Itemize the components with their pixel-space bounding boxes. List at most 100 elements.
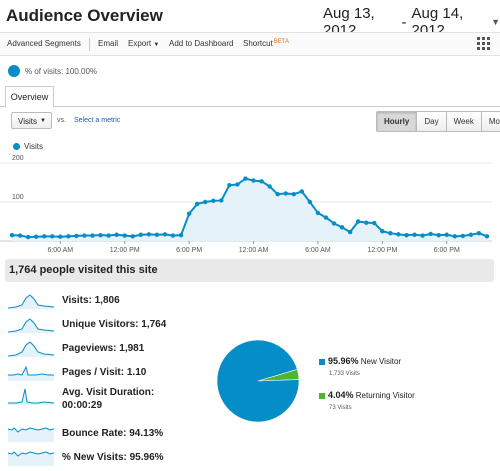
- data-point[interactable]: [476, 231, 482, 236]
- data-point[interactable]: [420, 233, 425, 238]
- data-point[interactable]: [194, 201, 200, 207]
- data-point[interactable]: [58, 234, 63, 239]
- data-point[interactable]: [484, 234, 490, 239]
- data-point[interactable]: [186, 211, 192, 216]
- metric-label: Unique Visitors: 1,764: [62, 319, 166, 330]
- data-point[interactable]: [90, 233, 95, 238]
- data-point[interactable]: [50, 234, 55, 239]
- data-point[interactable]: [428, 231, 433, 237]
- y-tick-label: 200: [12, 155, 24, 162]
- data-point[interactable]: [291, 192, 296, 197]
- new-visitor-slice[interactable]: [216, 339, 300, 423]
- data-point[interactable]: [323, 215, 329, 220]
- metric-pages-per-visit[interactable]: Pages / Visit: 1.10: [8, 363, 208, 385]
- returning-visitor-swatch-icon: [319, 393, 325, 399]
- data-point[interactable]: [122, 233, 127, 238]
- grid-view-icon[interactable]: [477, 37, 490, 50]
- hourly-button[interactable]: Hourly: [377, 112, 417, 131]
- data-point[interactable]: [146, 232, 152, 237]
- chevron-down-icon: ▼: [153, 42, 160, 48]
- data-point[interactable]: [299, 189, 305, 194]
- metric-value: 00:00:29: [62, 400, 103, 411]
- data-point[interactable]: [162, 232, 168, 237]
- metric-new-visits[interactable]: % New Visits: 95.96%: [8, 448, 208, 470]
- data-point[interactable]: [267, 184, 272, 189]
- data-point[interactable]: [66, 234, 71, 239]
- data-point[interactable]: [404, 232, 409, 238]
- metric-avg-visit-duration[interactable]: Avg. Visit Duration: 00:00:29: [8, 387, 208, 411]
- data-point[interactable]: [74, 233, 79, 239]
- metric-label: % New Visits: 95.96%: [62, 452, 164, 463]
- metric-select[interactable]: Visits ▼: [11, 112, 52, 129]
- x-tick-label: 12:00 PM: [367, 247, 397, 254]
- metric-unique-visitors[interactable]: Unique Visitors: 1,764: [8, 315, 208, 337]
- data-point[interactable]: [33, 234, 39, 239]
- data-point[interactable]: [138, 232, 144, 237]
- metric-name: Pageviews:: [62, 343, 117, 354]
- tab-overview[interactable]: Overview: [5, 86, 54, 108]
- data-point[interactable]: [452, 234, 457, 239]
- data-point[interactable]: [154, 232, 160, 237]
- metric-name: Unique Visitors:: [62, 319, 139, 330]
- metric-value: 1.10: [126, 367, 147, 378]
- data-point[interactable]: [98, 232, 103, 238]
- data-point[interactable]: [130, 234, 135, 239]
- returning-visitor-name: Returning Visitor: [355, 391, 415, 400]
- data-point[interactable]: [275, 192, 280, 197]
- data-point[interactable]: [380, 229, 385, 234]
- data-point[interactable]: [468, 232, 474, 237]
- data-point[interactable]: [17, 233, 23, 238]
- data-point[interactable]: [331, 221, 337, 226]
- metric-bounce-rate[interactable]: Bounce Rate: 94.13%: [8, 424, 208, 446]
- data-point[interactable]: [170, 233, 176, 238]
- data-point[interactable]: [444, 232, 449, 237]
- data-point[interactable]: [315, 210, 321, 216]
- data-point[interactable]: [203, 199, 208, 205]
- data-point[interactable]: [388, 231, 393, 236]
- add-to-dashboard-button[interactable]: Add to Dashboard: [169, 39, 234, 48]
- data-point[interactable]: [436, 232, 441, 238]
- data-point[interactable]: [227, 183, 232, 188]
- data-point[interactable]: [347, 229, 353, 235]
- legend-dot-icon: [13, 143, 20, 150]
- data-point[interactable]: [372, 220, 377, 226]
- data-point[interactable]: [307, 199, 313, 205]
- data-point[interactable]: [178, 232, 184, 238]
- metric-visits[interactable]: Visits: 1,806: [8, 291, 208, 313]
- month-button[interactable]: Month: [480, 112, 500, 131]
- data-point[interactable]: [25, 234, 31, 240]
- data-point[interactable]: [235, 182, 240, 187]
- data-point[interactable]: [211, 198, 216, 204]
- data-point[interactable]: [460, 233, 466, 239]
- advanced-segments-button[interactable]: Advanced Segments: [7, 39, 81, 48]
- email-button[interactable]: Email: [98, 39, 119, 48]
- data-point[interactable]: [106, 233, 111, 238]
- week-button[interactable]: Week: [445, 112, 481, 131]
- shortcut-button[interactable]: ShortcutBETA: [243, 39, 289, 48]
- data-point[interactable]: [219, 198, 224, 203]
- page-title: Audience Overview: [6, 6, 163, 25]
- data-point[interactable]: [396, 232, 401, 237]
- data-point[interactable]: [259, 179, 264, 184]
- new-visitor-percent: 95.96%: [328, 356, 359, 366]
- data-point[interactable]: [412, 232, 417, 237]
- data-point[interactable]: [9, 232, 15, 238]
- data-point[interactable]: [42, 234, 47, 239]
- metric-pageviews[interactable]: Pageviews: 1,981: [8, 339, 208, 361]
- x-tick-label: 6:00 PM: [176, 247, 202, 254]
- day-button[interactable]: Day: [416, 112, 446, 131]
- data-point[interactable]: [283, 191, 288, 196]
- data-point[interactable]: [339, 225, 345, 230]
- data-point[interactable]: [114, 232, 119, 237]
- x-tick-label: 12:00 AM: [239, 247, 269, 254]
- data-point[interactable]: [82, 233, 87, 238]
- metric-name: Pages / Visit:: [62, 367, 125, 378]
- export-button[interactable]: Export ▼: [128, 39, 159, 48]
- select-metric-link[interactable]: Select a metric: [74, 117, 121, 124]
- data-point[interactable]: [243, 176, 248, 181]
- data-point[interactable]: [251, 178, 256, 183]
- visits-area: [12, 178, 487, 241]
- data-point[interactable]: [364, 220, 369, 225]
- beta-badge: BETA: [273, 39, 290, 45]
- data-point[interactable]: [355, 219, 361, 224]
